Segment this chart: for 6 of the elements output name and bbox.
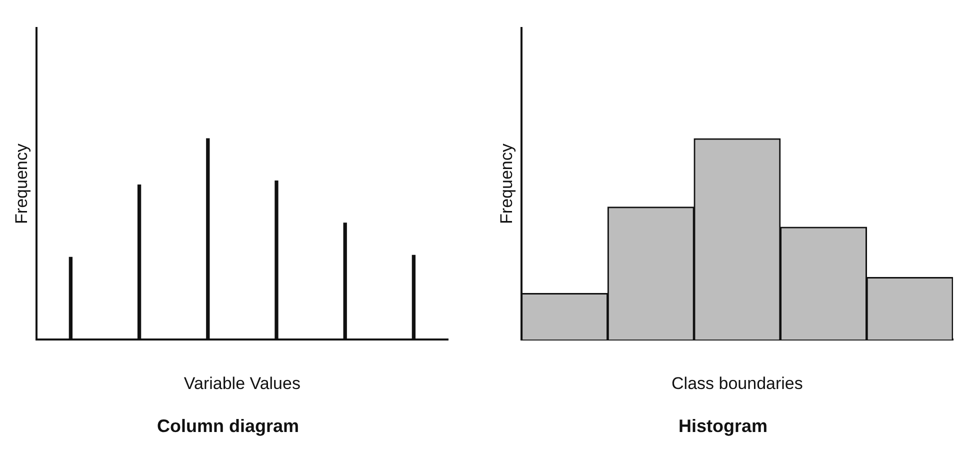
x-axis-title: Class boundaries [672,374,803,393]
x-axis-title: Variable Values [184,374,300,393]
y-axis-title: Frequency [12,143,31,224]
text: Histogram [678,416,768,436]
y-axis-title: Frequency [496,143,516,224]
text: Column diagram [156,416,300,436]
